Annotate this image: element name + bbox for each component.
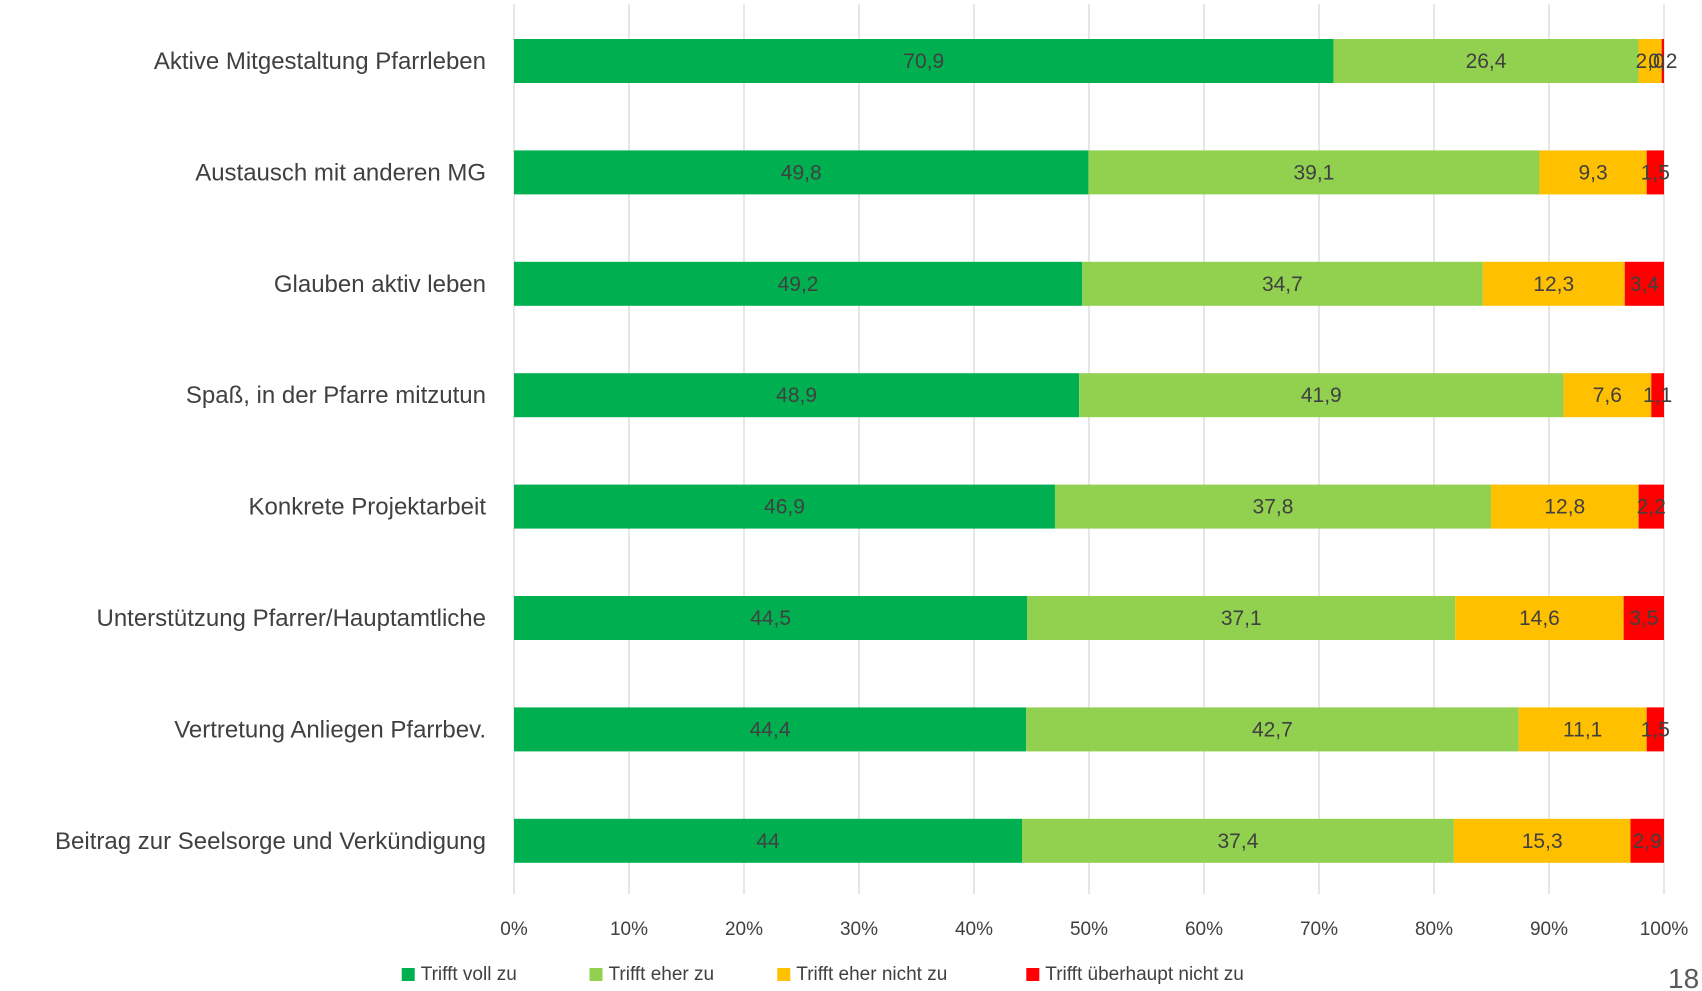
data-label: 46,9 — [764, 496, 805, 519]
bar-segment — [514, 373, 1080, 418]
bars — [514, 39, 1664, 863]
bar-segment — [1646, 150, 1664, 195]
x-tick-label: 10% — [610, 919, 648, 940]
category-label: Spaß, in der Pfarre mitzutun — [186, 382, 486, 409]
x-tick-label: 30% — [840, 919, 878, 940]
legend: Trifft voll zu Trifft eher zu Trifft eher … — [401, 964, 1244, 985]
data-label: 44,4 — [750, 718, 791, 741]
x-tick-label: 100% — [1640, 919, 1689, 940]
bar-segment — [514, 261, 1083, 306]
x-tick-label: 50% — [1070, 919, 1108, 940]
bar-segment — [514, 39, 1334, 83]
data-label: 49,8 — [781, 161, 822, 184]
x-tick-label: 80% — [1415, 919, 1453, 940]
data-label: 70,9 — [903, 50, 944, 73]
data-label: 34,7 — [1262, 273, 1303, 296]
legend-swatch — [777, 968, 791, 981]
bar-segment — [514, 150, 1089, 195]
legend-swatch — [401, 968, 415, 981]
data-label: 2,0 — [1636, 50, 1665, 73]
value-axis-tick-labels: 0% 10% 20% 30% 40% 50% 60% 70% 80% 90% 100% — [500, 919, 1688, 940]
bar-segment — [1661, 39, 1664, 83]
data-label: 3,5 — [1629, 607, 1658, 630]
data-label: 11,1 — [1563, 718, 1602, 741]
data-label: 42,7 — [1252, 718, 1293, 741]
data-label: 39,1 — [1293, 161, 1334, 184]
bar-segment — [1651, 373, 1664, 418]
data-label: 41,9 — [1301, 384, 1342, 407]
data-label: 14,6 — [1519, 607, 1560, 630]
bar-segment — [1333, 39, 1639, 83]
data-label: 7,6 — [1593, 384, 1622, 407]
category-label: Austausch mit anderen MG — [195, 159, 486, 186]
data-label: 37,8 — [1253, 496, 1294, 519]
bar-segment — [514, 596, 1028, 640]
data-labels: 70,9 26,4 2,00,2 49,8 39,1 9,3 1,5 49,2 34,7 12,3… — [750, 50, 1678, 853]
x-tick-label: 20% — [725, 919, 763, 940]
bar-segment — [1088, 150, 1540, 195]
bar-segment — [1563, 373, 1652, 418]
bar-segment — [1054, 484, 1491, 529]
bar-segment — [1490, 484, 1639, 529]
legend-label: Trifft überhaupt nicht zu — [1045, 964, 1244, 985]
data-label: 2,2 — [1637, 496, 1666, 519]
data-label: 48,9 — [776, 384, 817, 407]
x-tick-label: 40% — [955, 919, 993, 940]
bar-segment — [1027, 596, 1456, 640]
category-label: Konkrete Projektarbeit — [249, 494, 487, 521]
bar-segment — [1455, 596, 1624, 640]
data-label: 1,1 — [1643, 384, 1672, 407]
data-label: 12,8 — [1544, 496, 1585, 519]
page-number: 18 — [1668, 963, 1699, 991]
data-label: 37,1 — [1221, 607, 1262, 630]
bar-segment — [514, 707, 1027, 752]
data-label: 1,5 — [1641, 718, 1670, 741]
data-label: 2,9 — [1633, 830, 1662, 853]
category-label: Glauben aktiv leben — [274, 271, 486, 298]
data-label: 0,2 — [1648, 50, 1677, 73]
bar-segment — [1623, 596, 1664, 640]
bar-segment — [1453, 818, 1631, 863]
bar-segment — [1079, 373, 1564, 418]
data-label: 44,5 — [750, 607, 791, 630]
category-axis-labels: Aktive Mitgestaltung Pfarrleben Austausch… — [55, 48, 486, 855]
legend-label: Trifft eher zu — [609, 964, 715, 985]
data-label: 12,3 — [1533, 273, 1574, 296]
bar-segment — [1482, 261, 1625, 306]
data-label: 3,4 — [1630, 273, 1660, 296]
category-label: Aktive Mitgestaltung Pfarrleben — [154, 48, 486, 75]
bar-segment — [1638, 39, 1662, 83]
data-label: 44 — [756, 830, 780, 853]
data-label: 9,3 — [1578, 161, 1607, 184]
gridlines — [513, 4, 1665, 894]
bar-segment — [1026, 707, 1519, 752]
x-tick-label: 0% — [500, 919, 528, 940]
bar-segment — [1082, 261, 1483, 306]
bar-segment — [1022, 818, 1454, 863]
data-label: 15,3 — [1522, 830, 1563, 853]
x-tick-label: 90% — [1530, 919, 1568, 940]
category-label: Vertretung Anliegen Pfarrbev. — [174, 716, 486, 743]
bar-segment — [1624, 261, 1664, 306]
x-tick-label: 70% — [1300, 919, 1338, 940]
bar-segment — [1518, 707, 1647, 752]
bar-segment — [1646, 707, 1664, 752]
bar-segment — [1539, 150, 1647, 195]
x-tick-label: 60% — [1185, 919, 1223, 940]
legend-swatch — [589, 968, 603, 981]
data-label: 49,2 — [778, 273, 819, 296]
category-label: Unterstützung Pfarrer/Hauptamtliche — [96, 605, 486, 632]
category-label: Beitrag zur Seelsorge und Verkündigung — [55, 828, 486, 855]
bar-segment — [1638, 484, 1664, 529]
legend-label: Trifft voll zu — [421, 964, 517, 985]
data-label: 1,5 — [1641, 161, 1670, 184]
bar-segment — [1630, 818, 1664, 863]
legend-swatch — [1026, 968, 1040, 981]
legend-label: Trifft eher nicht zu — [796, 964, 947, 985]
data-label: 26,4 — [1466, 50, 1507, 73]
bar-segment — [514, 484, 1055, 529]
bar-segment — [514, 818, 1023, 863]
data-label: 37,4 — [1218, 830, 1259, 853]
